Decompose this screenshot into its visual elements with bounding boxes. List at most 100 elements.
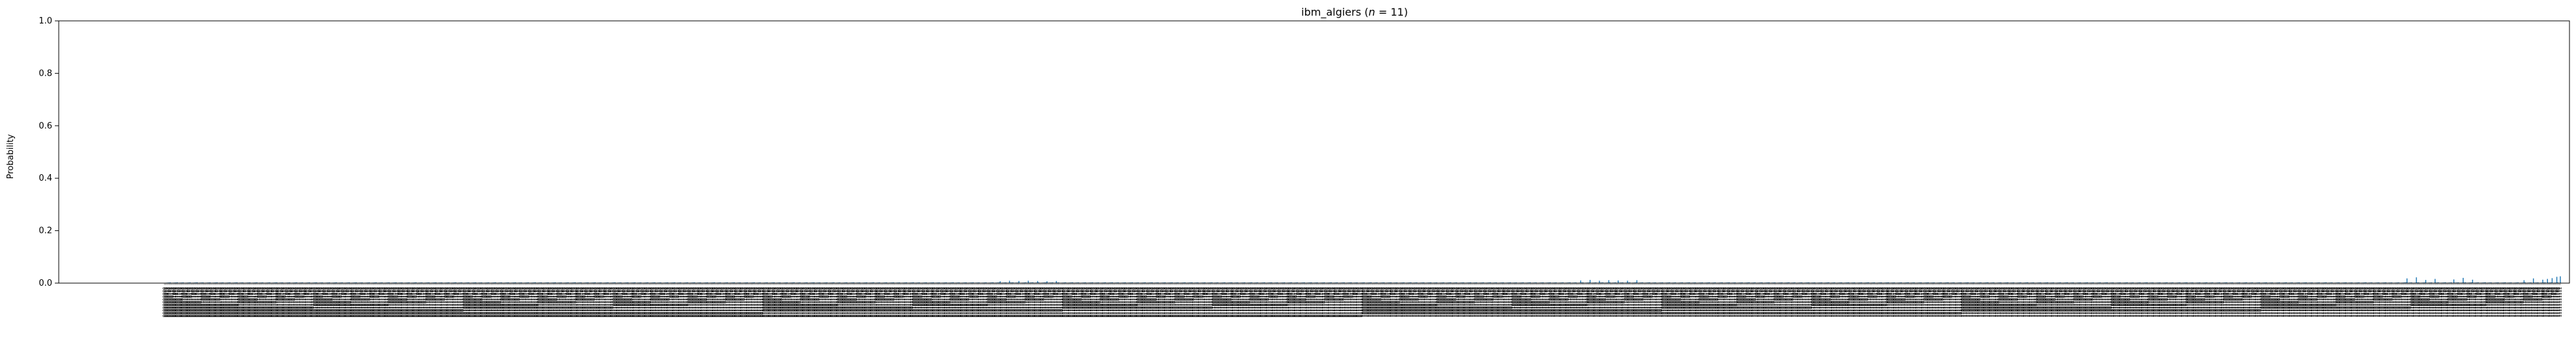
x-tick-label: 00011011110 <box>422 287 427 317</box>
y-tick-label: 1.0 <box>39 16 52 26</box>
x-tick-label: 00010011000 <box>340 287 345 317</box>
bar <box>2099 282 2101 283</box>
x-tick-label: 00110101010 <box>661 287 666 317</box>
x-tick-label: 00001000111 <box>245 287 250 317</box>
x-tick-label: 01000110111 <box>826 287 831 317</box>
x-tick-label: 00011100111 <box>432 287 437 317</box>
bar <box>494 282 495 283</box>
x-tick-label: 00011000111 <box>395 287 400 317</box>
bar <box>2477 282 2479 283</box>
x-tick-label: 00011010100 <box>410 287 415 317</box>
bar <box>719 282 721 283</box>
bar <box>448 282 450 283</box>
bar <box>2483 282 2485 283</box>
bar <box>1714 282 1716 283</box>
x-tick-label: 00011110011 <box>447 287 452 317</box>
bar <box>1157 282 1159 283</box>
x-tick-label: 00000100101 <box>205 287 210 317</box>
x-tick-label: 00111011110 <box>721 287 727 317</box>
x-tick-label: 01001100110 <box>881 287 886 317</box>
bar <box>872 282 873 283</box>
bar <box>1085 282 1086 283</box>
bar <box>1947 282 1949 283</box>
x-tick-label: 00011110001 <box>444 287 449 317</box>
x-tick-label: 00000000000 <box>162 287 167 317</box>
x-tick-label: 00111000011 <box>690 287 695 317</box>
x-tick-label: 00001010110 <box>262 287 268 317</box>
x-tick-label: 00010111110 <box>385 287 390 317</box>
bar <box>1668 282 1669 283</box>
bar <box>2232 282 2233 283</box>
x-tick-label: 01001110011 <box>896 287 901 317</box>
bar <box>2291 282 2293 283</box>
bar <box>1031 282 1033 283</box>
x-tick-label: 00100001111 <box>479 287 484 317</box>
x-tick-label: 00111101110 <box>740 287 746 317</box>
x-tick-label: 01001011111 <box>872 287 877 317</box>
x-tick-label: 01001101111 <box>891 287 896 317</box>
bar <box>1483 282 1484 283</box>
x-tick-label: 01001110111 <box>900 287 905 317</box>
x-tick-label: 00110011001 <box>640 287 646 317</box>
x-tick-label: 00010001111 <box>329 287 334 317</box>
x-tick-label: 00111100000 <box>724 287 729 317</box>
x-tick-label: 00101111101 <box>608 287 613 317</box>
x-tick-label: 00001100100 <box>279 287 284 317</box>
x-tick-label: 00101010110 <box>562 287 567 317</box>
bar <box>1383 282 1385 283</box>
x-tick-label: 00001011111 <box>273 287 278 317</box>
x-tick-label: 00011101100 <box>438 287 443 317</box>
x-tick-label: 01001010111 <box>863 287 868 317</box>
x-tick-label: 00011011101 <box>420 287 426 317</box>
x-tick-label: 00000110101 <box>224 287 229 317</box>
x-tick-label: 00110111010 <box>679 287 684 317</box>
x-tick-label: 01001001001 <box>847 287 852 317</box>
bar <box>2020 282 2022 283</box>
x-tick-label: 01001110001 <box>894 287 899 317</box>
x-tick-label: 00001011000 <box>265 287 270 317</box>
bar <box>1436 282 1437 283</box>
x-tick-label: 00100011101 <box>495 287 501 317</box>
bar <box>282 282 283 283</box>
x-tick-label: 00101100001 <box>575 287 580 317</box>
x-tick-label: 00001011110 <box>272 287 277 317</box>
x-tick-label: 01000101100 <box>813 287 818 317</box>
bar <box>1960 282 1962 283</box>
bar <box>687 282 689 283</box>
x-tick-label: 00000010000 <box>181 287 186 317</box>
bar <box>819 282 821 283</box>
bar <box>933 282 934 283</box>
bar <box>913 282 915 283</box>
x-tick-label: 00001101001 <box>285 287 290 317</box>
bar <box>1522 282 1524 283</box>
x-tick-label: 00110010010 <box>633 287 638 317</box>
x-tick-label: 00011100001 <box>425 287 430 317</box>
x-tick-label: 00100111011 <box>531 287 536 317</box>
x-tick-label: 00111101000 <box>733 287 738 317</box>
bar <box>533 282 535 283</box>
x-tick-label: 00110010011 <box>634 287 639 317</box>
bar <box>714 282 715 283</box>
bar <box>2445 282 2447 283</box>
x-tick-label: 01000011000 <box>789 287 794 317</box>
x-tick-label: 00111011000 <box>714 287 719 317</box>
bar <box>832 282 834 283</box>
x-tick-label: 00111110010 <box>745 287 750 317</box>
x-tick-label: 00000101011 <box>212 287 217 317</box>
x-tick-label: 00100010010 <box>482 287 488 317</box>
x-tick-label: 01001010001 <box>856 287 861 317</box>
bar <box>1913 282 1915 283</box>
bar <box>1528 282 1530 283</box>
x-tick-label: 00011101001 <box>435 287 440 317</box>
x-tick-label: 00000111110 <box>234 287 240 317</box>
x-tick-label: 00001100010 <box>277 287 282 317</box>
bar <box>958 282 960 283</box>
x-tick-label: 00011110100 <box>447 287 452 317</box>
x-tick-label: 00000000010 <box>165 287 170 317</box>
x-tick-label: 00001010011 <box>259 287 264 317</box>
bar <box>732 282 734 283</box>
x-tick-label: 00100001010 <box>473 287 479 317</box>
x-tick-label: 00010100101 <box>355 287 360 317</box>
bar <box>1251 282 1253 283</box>
x-tick-label: 00011100010 <box>426 287 432 317</box>
